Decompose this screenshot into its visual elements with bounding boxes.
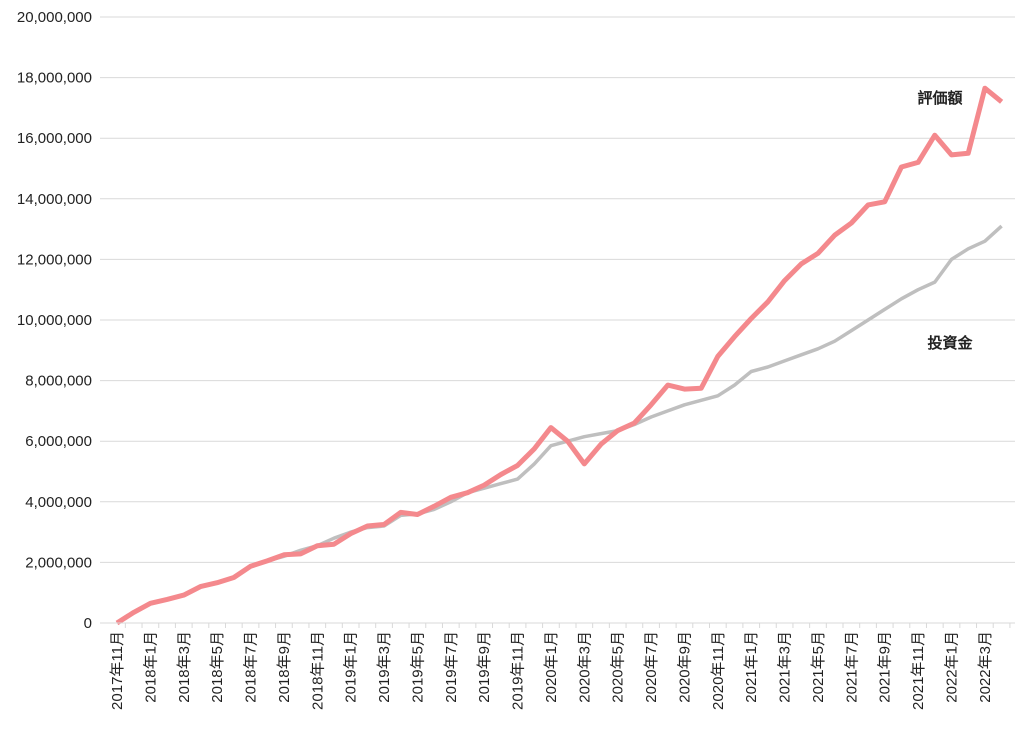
x-tick-label: 2021年5月 xyxy=(810,631,827,703)
x-tick-label: 2018年1月 xyxy=(142,631,159,703)
y-tick-label: 18,000,000 xyxy=(17,70,92,87)
x-tick-label: 2020年7月 xyxy=(643,631,660,703)
x-tick-label: 2019年5月 xyxy=(409,631,426,703)
x-tick-label: 2018年3月 xyxy=(176,631,193,703)
x-tick-label: 2019年3月 xyxy=(376,631,393,703)
x-tick-label: 2017年11月 xyxy=(109,631,126,710)
x-tick-label: 2018年7月 xyxy=(243,631,260,703)
x-tick-label: 2019年11月 xyxy=(510,631,527,710)
series-label: 投資金 xyxy=(927,334,973,352)
x-tick-label: 2020年11月 xyxy=(710,631,727,710)
x-tick-label: 2018年9月 xyxy=(276,631,293,703)
x-tick-label: 2020年3月 xyxy=(576,631,593,703)
x-tick-label: 2018年11月 xyxy=(309,631,326,710)
x-tick-label: 2022年1月 xyxy=(944,631,961,703)
series-label: 評価額 xyxy=(917,89,962,107)
y-tick-label: 0 xyxy=(84,615,92,632)
x-tick-label: 2021年1月 xyxy=(743,631,760,703)
x-tick-label: 2020年5月 xyxy=(610,631,627,703)
x-tick-label: 2021年11月 xyxy=(910,631,927,710)
x-tick-label: 2021年7月 xyxy=(843,631,860,703)
y-tick-label: 14,000,000 xyxy=(17,191,92,208)
y-tick-label: 6,000,000 xyxy=(25,433,92,450)
y-tick-label: 16,000,000 xyxy=(17,130,92,147)
y-tick-label: 12,000,000 xyxy=(17,251,92,268)
x-tick-label: 2019年9月 xyxy=(476,631,493,703)
series-line xyxy=(116,224,1003,625)
y-tick-label: 10,000,000 xyxy=(17,312,92,329)
x-tick-label: 2020年1月 xyxy=(543,631,560,703)
series-line xyxy=(115,85,1004,626)
x-tick-label: 2018年5月 xyxy=(209,631,226,703)
x-tick-label: 2019年7月 xyxy=(443,631,460,703)
y-tick-label: 8,000,000 xyxy=(25,373,92,390)
x-tick-label: 2019年1月 xyxy=(343,631,360,703)
y-tick-label: 4,000,000 xyxy=(25,494,92,511)
x-tick-label: 2021年9月 xyxy=(877,631,894,703)
y-tick-label: 20,000,000 xyxy=(17,9,92,26)
y-tick-label: 2,000,000 xyxy=(25,554,92,571)
x-tick-label: 2020年9月 xyxy=(676,631,693,703)
x-tick-label: 2022年3月 xyxy=(977,631,994,703)
x-tick-label: 2021年3月 xyxy=(777,631,794,703)
